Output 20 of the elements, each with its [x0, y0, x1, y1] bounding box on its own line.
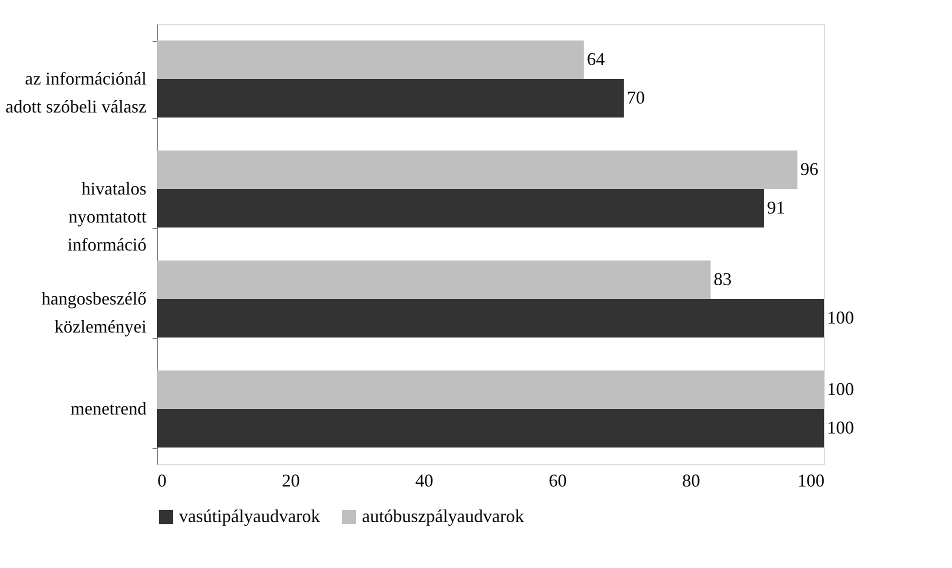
x-tick-label: 20 — [282, 470, 300, 490]
data-label: 83 — [714, 268, 732, 289]
x-tick-label: 80 — [682, 470, 700, 490]
y-tick-label: hivatalos nyomtatott információ — [68, 178, 146, 254]
x-tick-label: 100 — [798, 470, 824, 490]
data-label: 91 — [766, 197, 785, 218]
data-label: 100 — [827, 417, 854, 438]
data-label: 100 — [827, 378, 854, 399]
x-tick-label: 0 — [158, 470, 166, 490]
x-tick-label: 40 — [415, 470, 434, 490]
y-tick-label: menetrend — [70, 398, 146, 418]
data-label: 96 — [800, 158, 818, 179]
data-label: 100 — [827, 307, 854, 328]
data-label: 70 — [626, 87, 645, 108]
legend-label: autóbuszpályaudvarok — [362, 506, 524, 526]
data-label: 64 — [586, 48, 605, 69]
y-tick-label: az információnál adott szóbeli válasz — [6, 68, 147, 116]
legend-label: vasútipályaudvarok — [179, 506, 320, 526]
x-tick-label: 60 — [548, 470, 567, 490]
y-tick-label: hangosbeszélő közleményei — [42, 288, 146, 336]
